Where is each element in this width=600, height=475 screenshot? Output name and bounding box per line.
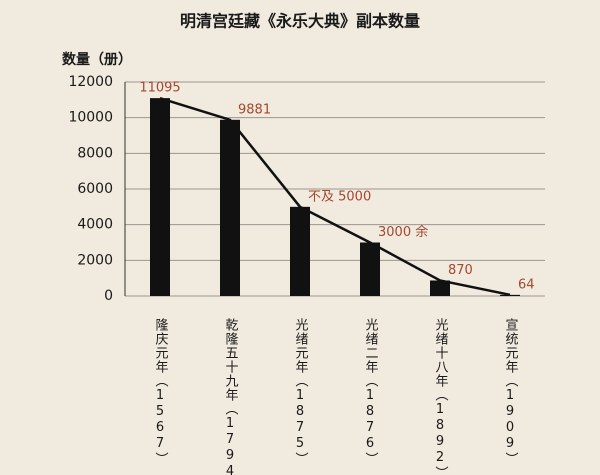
bar bbox=[500, 294, 520, 296]
value-label: 11095 bbox=[139, 81, 180, 96]
y-tick-label: 6000 bbox=[77, 181, 113, 197]
value-label: 3000 余 bbox=[378, 224, 428, 240]
bar bbox=[430, 280, 450, 296]
x-tick-label: 隆庆元年（1567） bbox=[153, 318, 169, 466]
value-label: 870 bbox=[448, 263, 473, 278]
x-tick-label: 光绪二年（1876） bbox=[363, 318, 379, 466]
value-label: 64 bbox=[518, 277, 535, 292]
x-tick-label: 宣统元年（1909） bbox=[503, 317, 519, 466]
value-label: 不及 5000 bbox=[308, 189, 371, 204]
x-tick-label: 光绪元年（1875） bbox=[293, 318, 309, 466]
y-tick-label: 10000 bbox=[68, 110, 113, 126]
x-tick-label: 乾隆五十九年（1794） bbox=[223, 318, 239, 475]
bar bbox=[220, 119, 240, 296]
y-tick-label: 8000 bbox=[77, 145, 113, 161]
y-tick-label: 0 bbox=[104, 288, 113, 304]
chart-title: 明清宫廷藏《永乐大典》副本数量 bbox=[180, 12, 420, 31]
bar bbox=[290, 206, 310, 296]
y-axis-label: 数量（册） bbox=[62, 51, 132, 68]
bar bbox=[150, 98, 170, 297]
bar bbox=[360, 242, 380, 296]
x-tick-label: 光绪十八年（1892） bbox=[433, 318, 449, 475]
value-label: 9881 bbox=[238, 102, 271, 117]
y-tick-label: 12000 bbox=[68, 74, 113, 90]
y-tick-label: 2000 bbox=[77, 252, 113, 268]
y-tick-label: 4000 bbox=[77, 217, 113, 233]
trend-line bbox=[159, 96, 511, 297]
